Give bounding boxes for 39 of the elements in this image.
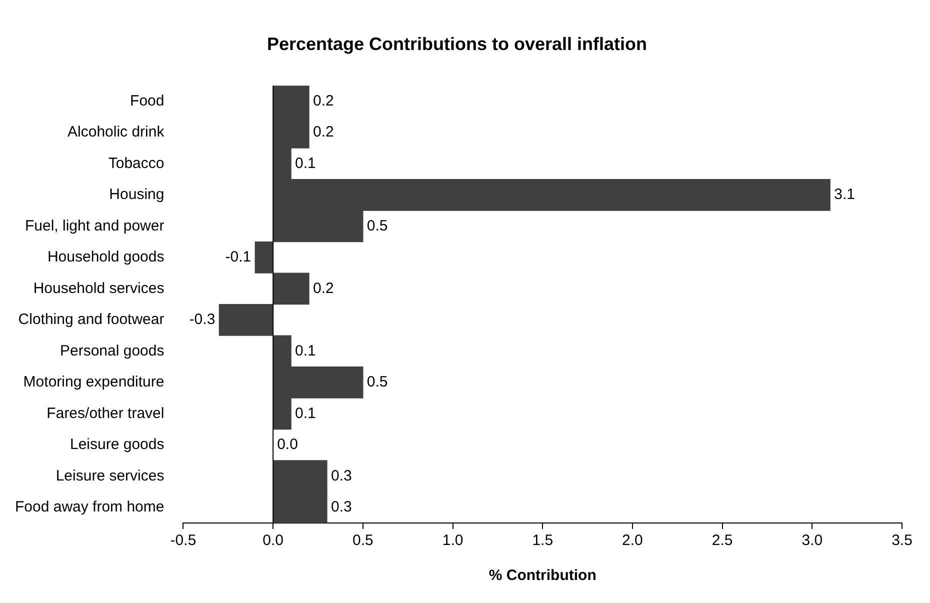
x-tick-label: 1.0: [442, 532, 464, 550]
y-tick-label: Household services: [33, 280, 164, 297]
data-label: 0.1: [295, 154, 316, 172]
y-tick-label: Fares/other travel: [46, 404, 164, 422]
y-tick-label: Household goods: [47, 248, 164, 266]
data-label: -0.1: [225, 248, 252, 266]
x-tick-label: 2.0: [622, 532, 643, 550]
data-label: 0.2: [313, 92, 334, 110]
y-tick-label: Tobacco: [108, 154, 164, 172]
x-tick-label: 0.0: [262, 532, 284, 550]
x-tick-label: 3.5: [892, 532, 912, 550]
data-label: 3.1: [834, 186, 855, 204]
y-tick-label: Leisure services: [56, 467, 164, 484]
data-label: 0.2: [313, 280, 334, 297]
y-tick-label: Housing: [109, 186, 164, 204]
data-label: 0.1: [295, 404, 316, 422]
data-label: -0.3: [189, 311, 216, 328]
y-tick-label: Fuel, light and power: [24, 217, 164, 234]
data-label: 0.3: [330, 467, 352, 484]
y-tick-label: Food away from home: [14, 498, 164, 516]
y-tick-label: Personal goods: [60, 342, 164, 360]
y-tick-label: Food: [130, 92, 164, 110]
x-tick-label: 3.0: [802, 532, 823, 550]
x-tick-label: -0.5: [170, 532, 196, 550]
data-label: 0.3: [330, 498, 352, 516]
y-tick-label: Clothing and footwear: [18, 311, 164, 328]
y-tick-label: Alcoholic drink: [68, 124, 165, 141]
x-tick-label: 1.5: [532, 532, 554, 550]
x-tick-label: 2.5: [712, 532, 733, 550]
data-label: 0.1: [295, 342, 316, 360]
data-label: 0.0: [277, 436, 298, 454]
data-label: 0.5: [366, 374, 388, 391]
x-axis-title: % Contribution: [488, 567, 596, 584]
y-tick-label: Leisure goods: [70, 436, 164, 454]
x-tick-label: 0.5: [352, 532, 374, 550]
data-label: 0.2: [313, 124, 334, 141]
chart-title: Percentage Contributions to overall inflation: [266, 34, 648, 54]
y-tick-label: Motoring expenditure: [23, 374, 164, 391]
data-label: 0.5: [366, 217, 388, 234]
